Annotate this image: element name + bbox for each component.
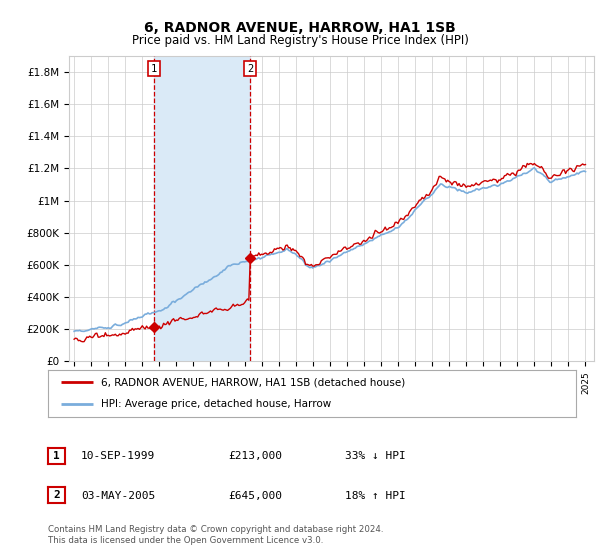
Text: £213,000: £213,000 (228, 451, 282, 461)
Text: 33% ↓ HPI: 33% ↓ HPI (345, 451, 406, 461)
Text: 18% ↑ HPI: 18% ↑ HPI (345, 491, 406, 501)
Text: Contains HM Land Registry data © Crown copyright and database right 2024.
This d: Contains HM Land Registry data © Crown c… (48, 525, 383, 545)
Text: 03-MAY-2005: 03-MAY-2005 (81, 491, 155, 501)
Text: 2: 2 (247, 64, 253, 73)
Text: Price paid vs. HM Land Registry's House Price Index (HPI): Price paid vs. HM Land Registry's House … (131, 34, 469, 46)
Text: 10-SEP-1999: 10-SEP-1999 (81, 451, 155, 461)
Text: 1: 1 (53, 451, 60, 461)
Text: 6, RADNOR AVENUE, HARROW, HA1 1SB: 6, RADNOR AVENUE, HARROW, HA1 1SB (144, 21, 456, 35)
Text: 1: 1 (151, 64, 157, 73)
Bar (154, 56, 250, 361)
Text: 2: 2 (53, 490, 60, 500)
Text: HPI: Average price, detached house, Harrow: HPI: Average price, detached house, Harr… (101, 399, 331, 409)
Text: 6, RADNOR AVENUE, HARROW, HA1 1SB (detached house): 6, RADNOR AVENUE, HARROW, HA1 1SB (detac… (101, 377, 405, 388)
Text: £645,000: £645,000 (228, 491, 282, 501)
